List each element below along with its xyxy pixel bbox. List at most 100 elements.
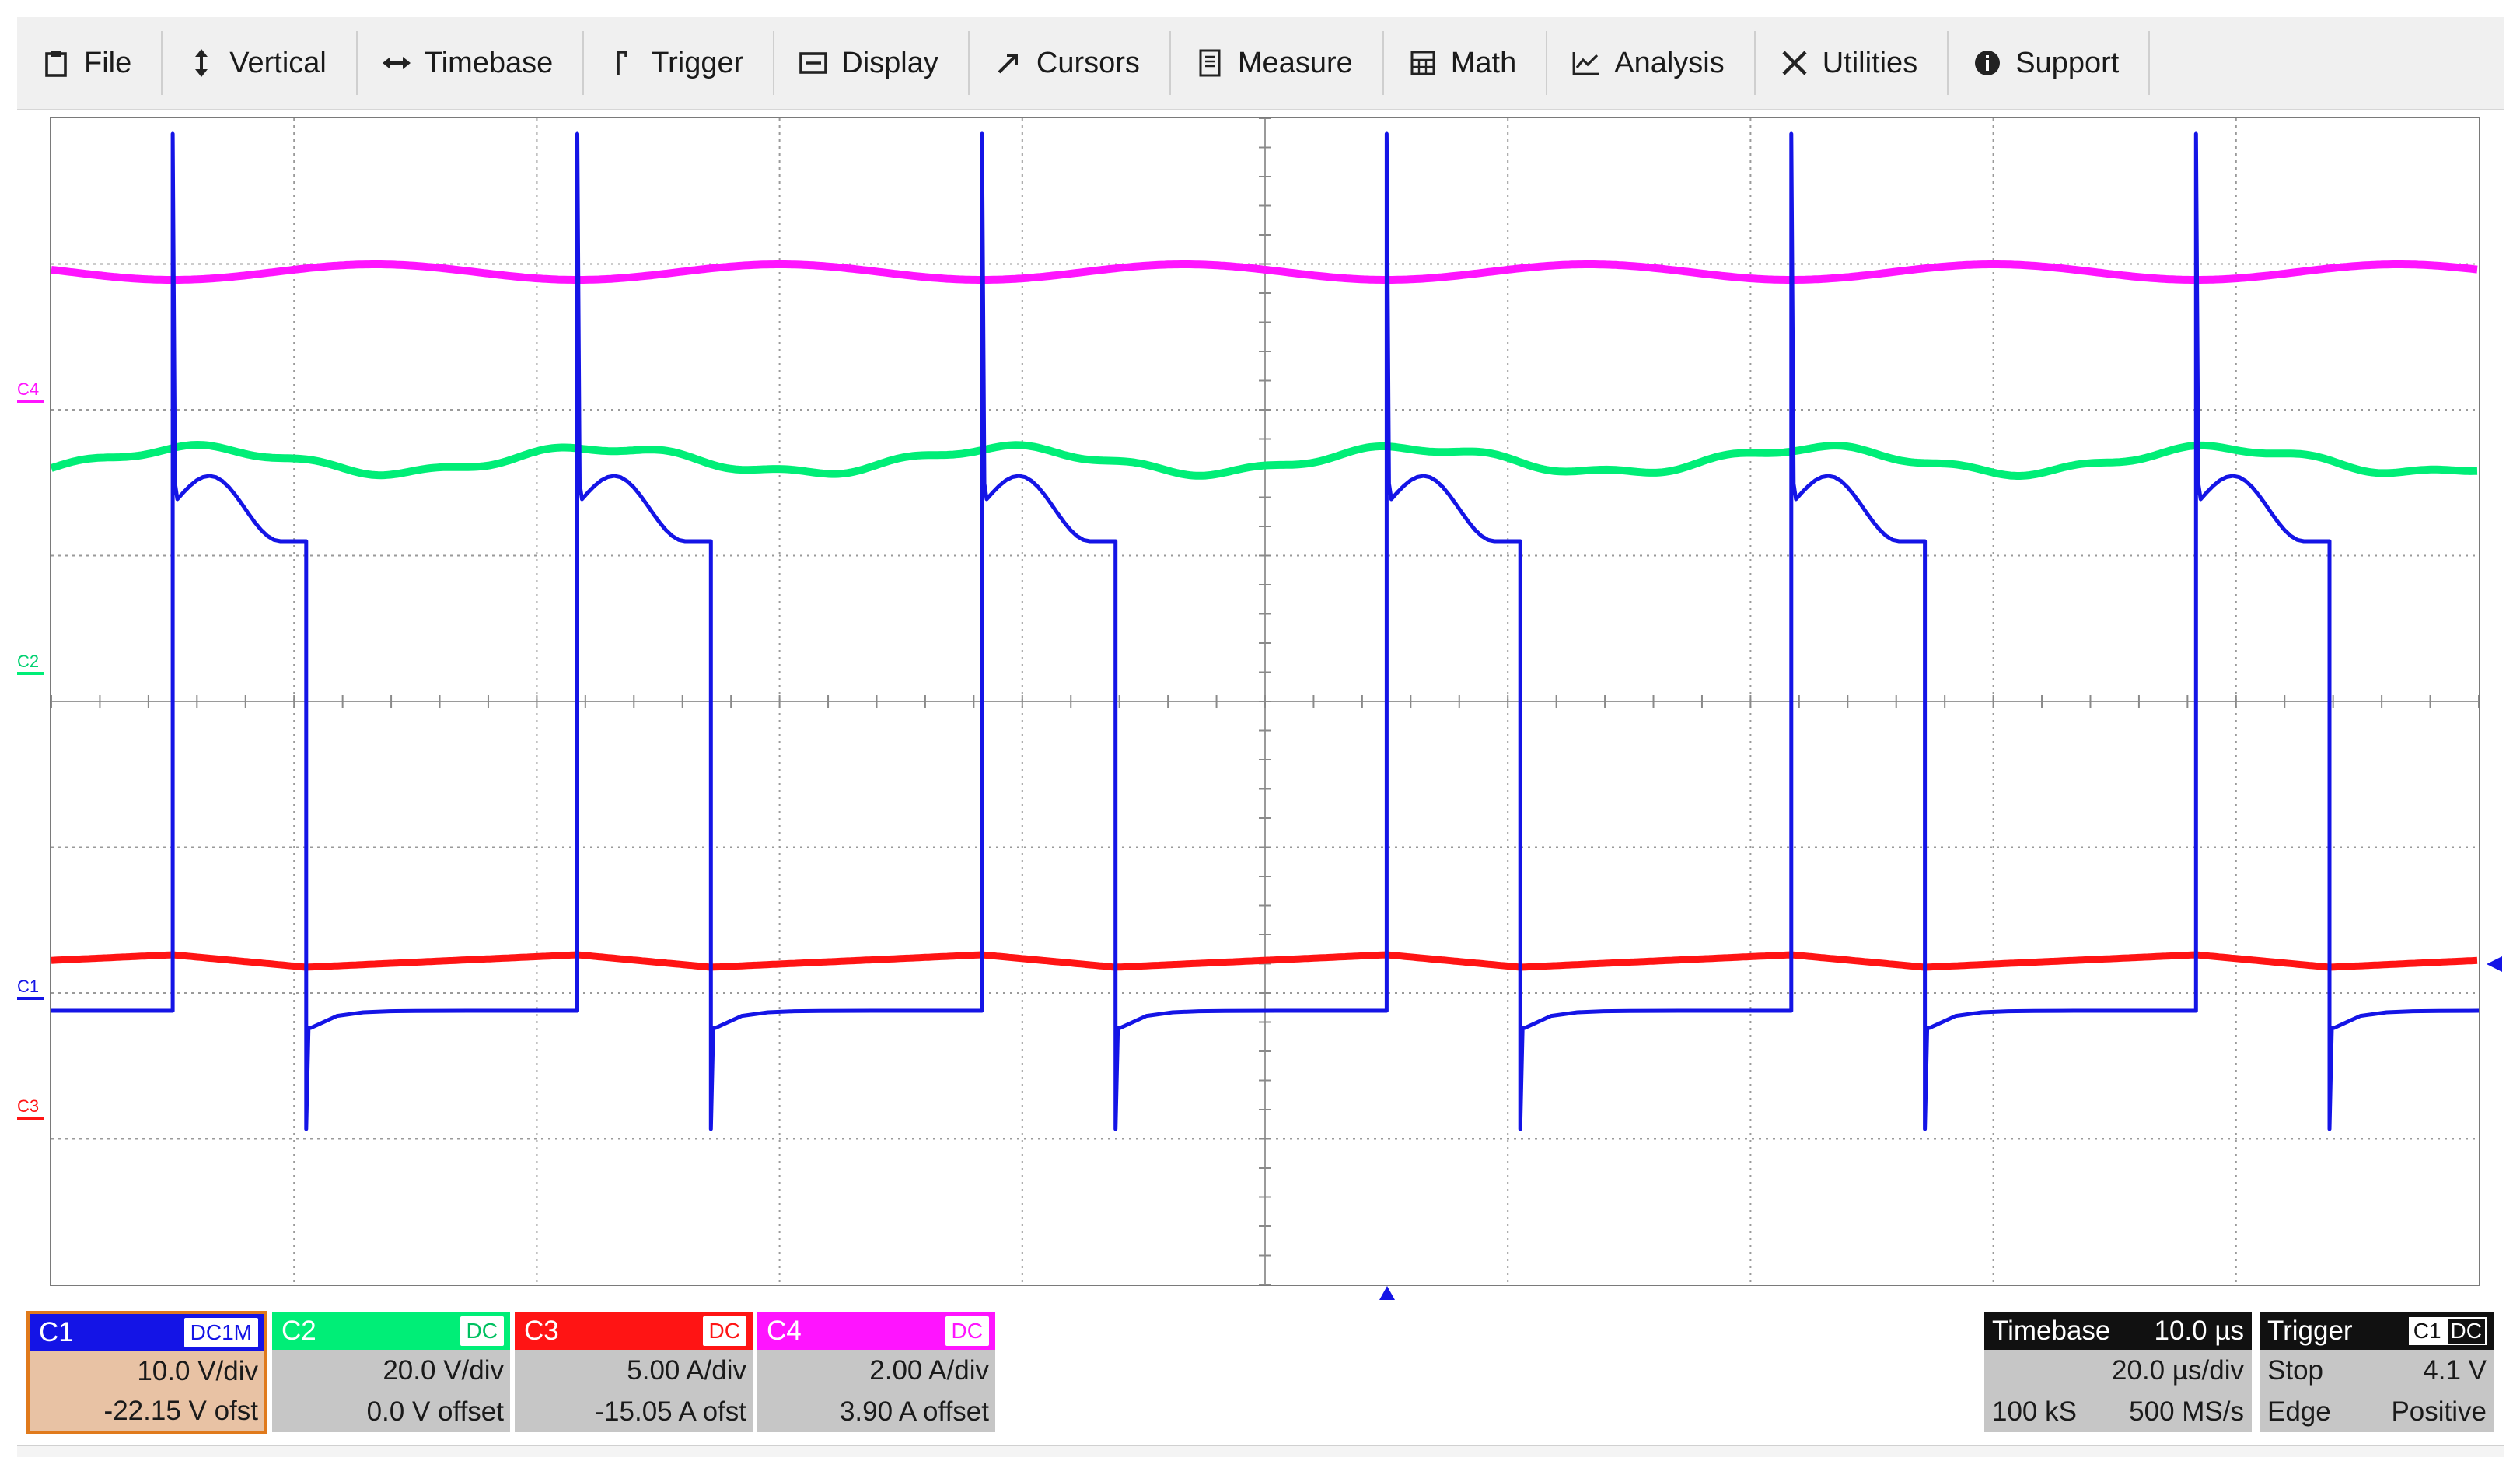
c1-offset: -22.15 V ofst bbox=[103, 1395, 258, 1426]
trigger-level-marker[interactable] bbox=[2485, 955, 2504, 973]
menu-trigger[interactable]: Trigger bbox=[584, 31, 775, 95]
c1-header: C1 DC1M bbox=[30, 1314, 264, 1351]
trigger-mode: Stop bbox=[2267, 1354, 2323, 1386]
display-icon bbox=[796, 46, 830, 80]
menu-label: Vertical bbox=[229, 46, 327, 79]
c4-body: 2.00 A/div 3.90 A offset bbox=[757, 1350, 995, 1432]
c2-marker-tick bbox=[17, 672, 44, 675]
menu-file[interactable]: File bbox=[17, 31, 163, 95]
menu-label: Measure bbox=[1237, 46, 1353, 79]
menu-label: Analysis bbox=[1614, 46, 1725, 79]
c1-marker-tick bbox=[17, 997, 44, 1000]
timebase-delay: 10.0 µs bbox=[2154, 1316, 2244, 1346]
waveform-canvas bbox=[51, 118, 2479, 1285]
trigger-type: Edge bbox=[2267, 1396, 2331, 1427]
c1-trace bbox=[51, 131, 2479, 1131]
menu-analysis[interactable]: Analysis bbox=[1547, 31, 1756, 95]
c2-offset: 0.0 V offset bbox=[366, 1396, 504, 1427]
trigger-title: Trigger bbox=[2267, 1316, 2353, 1346]
menu-cursors[interactable]: Cursors bbox=[970, 31, 1171, 95]
c2-marker-label: C2 bbox=[17, 652, 40, 671]
line-chart-icon bbox=[1569, 46, 1603, 80]
info-circle-icon bbox=[1970, 46, 2004, 80]
c4-label: C4 bbox=[767, 1316, 802, 1346]
trigger-header: Trigger C1 DC bbox=[2260, 1312, 2494, 1350]
c2-header: C2 DC bbox=[272, 1312, 510, 1350]
c4-ground-marker[interactable]: C4 bbox=[17, 381, 44, 403]
tools-icon bbox=[1777, 46, 1812, 80]
c3-trace bbox=[51, 951, 2478, 971]
c3-descriptor[interactable]: C3 DC 5.00 A/div -15.05 A ofst bbox=[515, 1312, 753, 1432]
menu-utilities[interactable]: Utilities bbox=[1756, 31, 1949, 95]
timebase-header: Timebase 10.0 µs bbox=[1984, 1312, 2252, 1350]
timebase-per-div: 20.0 µs/div bbox=[2112, 1354, 2244, 1386]
trigger-body: Stop 4.1 V Edge Positive bbox=[2260, 1350, 2494, 1432]
c2-ground-marker[interactable]: C2 bbox=[17, 653, 44, 675]
trigger-slope: Positive bbox=[2391, 1396, 2487, 1427]
vertical-arrows-icon bbox=[184, 46, 218, 80]
status-strip bbox=[17, 1445, 2504, 1457]
menu-timebase[interactable]: Timebase bbox=[358, 31, 585, 95]
c2-descriptor[interactable]: C2 DC 20.0 V/div 0.0 V offset bbox=[272, 1312, 510, 1432]
document-icon bbox=[1193, 46, 1227, 80]
c4-trace bbox=[51, 260, 2478, 284]
trigger-descriptor[interactable]: Trigger C1 DC Stop 4.1 V Edge Positive bbox=[2260, 1312, 2494, 1432]
menu-label: Trigger bbox=[651, 46, 744, 79]
menu-label: Utilities bbox=[1822, 46, 1918, 79]
c3-coupling-badge: DC bbox=[702, 1316, 746, 1346]
clipboard-icon bbox=[39, 46, 73, 80]
timebase-sample-rate: 500 MS/s bbox=[2129, 1396, 2244, 1427]
c2-scale: 20.0 V/div bbox=[383, 1354, 504, 1386]
menu-label: Math bbox=[1450, 46, 1517, 79]
trigger-position-marker[interactable] bbox=[1378, 1285, 1396, 1302]
timebase-body: 20.0 µs/div 100 kS 500 MS/s bbox=[1984, 1350, 2252, 1432]
trigger-source-badge: C1 DC bbox=[2408, 1317, 2487, 1345]
trigger-coupling: DC bbox=[2445, 1317, 2487, 1345]
c3-body: 5.00 A/div -15.05 A ofst bbox=[515, 1350, 753, 1432]
c1-descriptor[interactable]: C1 DC1M 10.0 V/div -22.15 V ofst bbox=[26, 1311, 267, 1434]
menu-vertical[interactable]: Vertical bbox=[163, 31, 358, 95]
menu-label: Timebase bbox=[424, 46, 554, 79]
c1-scale: 10.0 V/div bbox=[137, 1355, 258, 1386]
c3-ground-marker[interactable]: C3 bbox=[17, 1098, 44, 1120]
waveform-grid[interactable] bbox=[50, 117, 2480, 1286]
horizontal-arrows-icon bbox=[379, 46, 414, 80]
c3-marker-label: C3 bbox=[17, 1096, 40, 1116]
menu-display[interactable]: Display bbox=[774, 31, 970, 95]
c3-scale: 5.00 A/div bbox=[627, 1354, 746, 1386]
menu-label: Cursors bbox=[1036, 46, 1140, 79]
c4-marker-tick bbox=[17, 400, 44, 403]
cursor-arrow-icon bbox=[991, 46, 1026, 80]
c1-body: 10.0 V/div -22.15 V ofst bbox=[30, 1351, 264, 1431]
c4-header: C4 DC bbox=[757, 1312, 995, 1350]
c2-trace bbox=[51, 440, 2478, 480]
menu-label: Support bbox=[2015, 46, 2120, 79]
c3-header: C3 DC bbox=[515, 1312, 753, 1350]
c4-descriptor[interactable]: C4 DC 2.00 A/div 3.90 A offset bbox=[757, 1312, 995, 1432]
c3-label: C3 bbox=[524, 1316, 559, 1346]
c1-label: C1 bbox=[39, 1317, 74, 1347]
c3-marker-tick bbox=[17, 1117, 44, 1120]
c2-coupling-badge: DC bbox=[460, 1316, 504, 1346]
menu-math[interactable]: Math bbox=[1384, 31, 1548, 95]
menu-measure[interactable]: Measure bbox=[1171, 31, 1384, 95]
menu-label: Display bbox=[841, 46, 938, 79]
menu-support[interactable]: Support bbox=[1949, 31, 2151, 95]
timebase-samples: 100 kS bbox=[1992, 1396, 2077, 1427]
menu-label: File bbox=[84, 46, 132, 79]
timebase-title: Timebase bbox=[1992, 1316, 2111, 1346]
timebase-descriptor[interactable]: Timebase 10.0 µs 20.0 µs/div 100 kS 500 … bbox=[1984, 1312, 2252, 1432]
menu-bar: File Vertical Timebase Trigger Display Cursor… bbox=[17, 17, 2504, 110]
c2-label: C2 bbox=[281, 1316, 316, 1346]
trigger-flag-icon bbox=[606, 46, 640, 80]
c4-offset: 3.90 A offset bbox=[839, 1396, 989, 1427]
c1-coupling-badge: DC1M bbox=[183, 1318, 258, 1347]
trigger-source: C1 bbox=[2408, 1317, 2446, 1345]
c4-marker-label: C4 bbox=[17, 379, 40, 399]
c1-ground-marker[interactable]: C1 bbox=[17, 978, 44, 1000]
calculator-icon bbox=[1406, 46, 1440, 80]
trigger-level: 4.1 V bbox=[2423, 1354, 2487, 1386]
c1-marker-label: C1 bbox=[17, 977, 40, 996]
c4-coupling-badge: DC bbox=[945, 1316, 989, 1346]
c4-scale: 2.00 A/div bbox=[869, 1354, 989, 1386]
